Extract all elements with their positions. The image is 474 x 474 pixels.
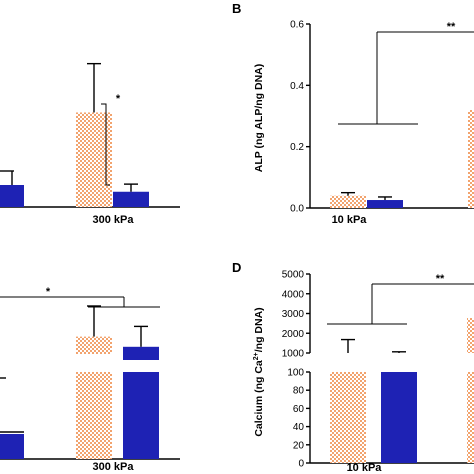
panel-b-category-label: 10 kPa: [332, 214, 368, 226]
panel-d-y-tick-lower-label: 60: [293, 404, 305, 415]
panel-c-bar-orange-lower: [76, 372, 112, 459]
panel-d-category-label: 10 kPa: [347, 462, 383, 474]
panel-d: D Calcium (ng Ca2+/ng DNA) 1000200030004…: [232, 260, 474, 474]
panel-c-bar-blue-lower: [123, 372, 159, 459]
panel-d-y-tick-lower-label: 20: [293, 440, 305, 451]
panel-d-y-tick-upper-label: 2000: [282, 329, 305, 340]
panel-b-y-axis-label: ALP (ng ALP/ng DNA): [253, 64, 265, 173]
panel-c-significance-label: *: [46, 286, 51, 298]
panel-d-bar-blue-lower: [381, 372, 417, 463]
panel-d-significance-bracket: [327, 283, 474, 325]
panel-a-significance-bracket: [101, 103, 110, 186]
panel-d-clipped-bar-lower: [467, 372, 474, 463]
panel-c-clipped-bar: [0, 434, 24, 459]
panel-c-significance-bracket: [0, 296, 160, 308]
panel-b-y-tick-label: 0.0: [290, 204, 304, 215]
panel-a-significance-label: *: [116, 93, 121, 105]
panel-c-category-label: 300 kPa: [93, 461, 135, 473]
panel-d-y-tick-lower-label: 80: [293, 386, 305, 397]
panel-d-bar-orange-lower: [330, 372, 366, 463]
panel-a-bar-blue: [113, 191, 149, 207]
panel-d-y-tick-upper-label: 4000: [282, 289, 305, 300]
panel-b-letter: B: [232, 1, 241, 16]
panel-b-y-tick-label: 0.2: [290, 142, 304, 153]
panel-a-category-label: 300 kPa: [93, 214, 135, 226]
panel-b-bar-blue: [367, 200, 403, 208]
panel-b-significance-label: **: [447, 21, 456, 33]
panel-d-y-tick-upper-label: 5000: [282, 270, 305, 281]
panel-b: B ALP (ng ALP/ng DNA) 0.0 0.2 0.4 0.6 ** 10…: [232, 1, 474, 226]
panel-b-y-tick-label: 0.6: [290, 20, 304, 31]
panel-b-significance-bracket: [338, 31, 474, 125]
panel-d-clipped-bar-upper: [467, 318, 474, 353]
panel-d-y-tick-lower-label: 100: [287, 368, 304, 379]
panel-a-bar-orange: [76, 112, 112, 207]
panel-a-clipped-bar: [0, 185, 24, 207]
panel-d-letter: D: [232, 260, 241, 275]
panel-d-y-tick-lower-label: 40: [293, 422, 305, 433]
panel-d-significance-label: **: [436, 273, 445, 285]
panel-b-bar-orange: [330, 195, 366, 208]
panel-d-y-tick-upper-label: 3000: [282, 309, 305, 320]
panel-d-y-tick-upper-label: 1000: [282, 349, 305, 360]
panel-c: * 300 kPa: [0, 286, 180, 473]
panel-d-y-axis-label: Calcium (ng Ca2+/ng DNA): [253, 307, 265, 436]
panel-c-bar-orange-upper: [76, 336, 112, 354]
panel-a: * 300 kPa: [0, 62, 180, 226]
panel-d-y-tick-lower-label: 0: [298, 459, 304, 470]
panel-b-y-tick-label: 0.4: [290, 81, 304, 92]
panel-b-clipped-bar: [468, 110, 474, 208]
panel-c-bar-blue-upper: [123, 346, 159, 360]
